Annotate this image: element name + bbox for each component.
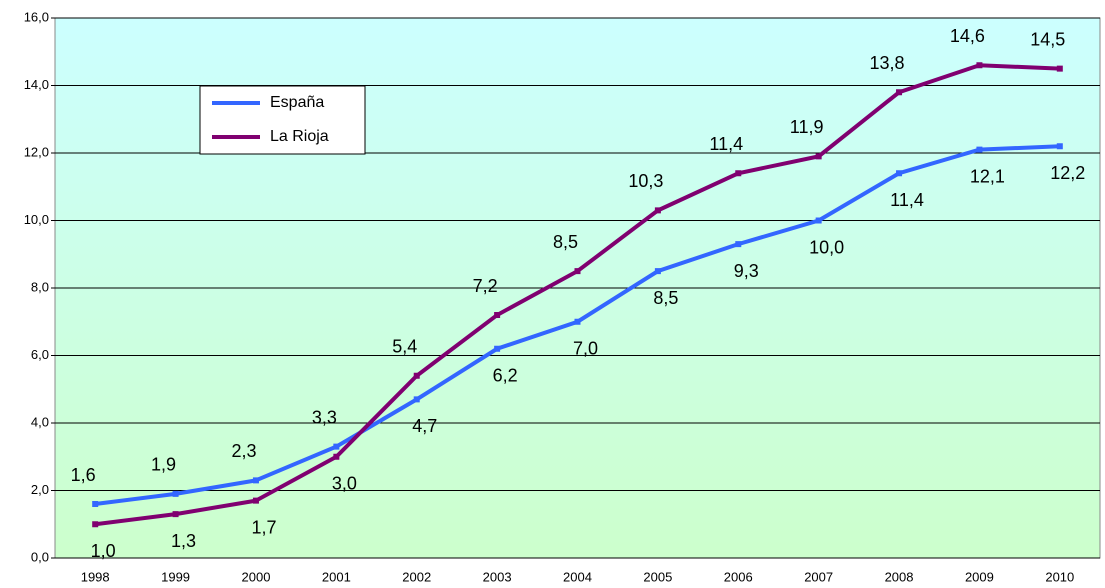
data-label: 11,4	[890, 190, 924, 210]
y-tick-label: 2,0	[31, 482, 49, 497]
point-marker	[252, 497, 259, 504]
y-tick-label: 10,0	[24, 212, 49, 227]
x-tick-label: 2005	[643, 569, 672, 584]
y-tick-label: 8,0	[31, 279, 49, 294]
data-label: 7,2	[473, 276, 498, 296]
legend-label: España	[270, 94, 324, 111]
point-marker	[92, 501, 99, 507]
y-tick-label: 14,0	[24, 77, 49, 92]
data-label: 12,1	[970, 166, 1005, 186]
point-marker	[494, 345, 501, 352]
point-marker	[1056, 65, 1063, 72]
y-tick-label: 16,0	[24, 9, 49, 24]
data-label: 13,8	[870, 53, 905, 73]
legend-box	[199, 85, 366, 155]
point-marker	[333, 443, 340, 450]
point-marker	[494, 312, 501, 318]
point-marker	[1056, 143, 1063, 150]
point-marker	[172, 490, 179, 497]
data-label: 4,7	[412, 416, 437, 436]
data-label: 10,0	[809, 237, 844, 257]
data-label: 12,2	[1050, 163, 1085, 183]
x-tick-label: 1998	[81, 569, 110, 584]
point-marker	[654, 268, 661, 275]
data-label: 6,2	[493, 366, 518, 386]
data-label: 1,9	[151, 455, 176, 475]
data-label: 8,5	[653, 288, 678, 308]
x-tick-label: 1999	[161, 569, 190, 584]
data-label: 9,3	[734, 261, 759, 281]
point-marker	[735, 170, 742, 177]
data-label: 8,5	[553, 232, 578, 252]
data-label: 14,5	[1030, 29, 1065, 49]
point-marker	[896, 89, 903, 96]
x-tick-label: 2002	[402, 569, 431, 584]
point-marker	[172, 511, 179, 518]
data-label: 3,3	[312, 407, 337, 427]
data-label: 1,3	[171, 531, 196, 551]
x-tick-label: 2009	[965, 569, 994, 584]
x-tick-label: 2010	[1045, 569, 1074, 584]
data-label: 11,9	[790, 117, 824, 137]
point-marker	[252, 477, 259, 484]
data-label: 10,3	[628, 171, 663, 191]
point-marker	[333, 453, 340, 460]
x-tick-label: 2008	[885, 569, 914, 584]
data-label: 1,7	[251, 517, 276, 537]
x-tick-label: 2007	[804, 569, 833, 584]
data-label: 2,3	[231, 441, 256, 461]
point-marker	[976, 62, 983, 69]
y-tick-label: 4,0	[31, 414, 49, 429]
data-label: 14,6	[950, 26, 985, 46]
point-marker	[413, 372, 420, 379]
x-tick-label: 2004	[563, 569, 592, 584]
point-marker	[92, 521, 99, 528]
point-marker	[896, 170, 903, 177]
data-label: 5,4	[392, 337, 417, 357]
data-label: 3,0	[332, 474, 357, 494]
x-tick-label: 2006	[724, 569, 753, 584]
data-label: 7,0	[573, 339, 598, 359]
data-label: 11,4	[709, 134, 743, 154]
point-marker	[976, 146, 983, 153]
point-marker	[574, 268, 581, 275]
y-tick-label: 0,0	[31, 549, 49, 564]
x-tick-label: 2003	[483, 569, 512, 584]
legend-label: La Rioja	[270, 128, 329, 145]
point-marker	[654, 207, 661, 214]
point-marker	[574, 318, 581, 325]
point-marker	[735, 241, 742, 248]
point-marker	[815, 153, 822, 160]
y-tick-label: 6,0	[31, 347, 49, 362]
x-tick-label: 2000	[242, 569, 271, 584]
data-label: 1,6	[71, 465, 96, 485]
x-tick-label: 2001	[322, 569, 351, 584]
data-label: 1,0	[91, 541, 116, 561]
point-marker	[413, 396, 420, 403]
y-tick-label: 12,0	[24, 144, 49, 159]
point-marker	[815, 217, 822, 224]
